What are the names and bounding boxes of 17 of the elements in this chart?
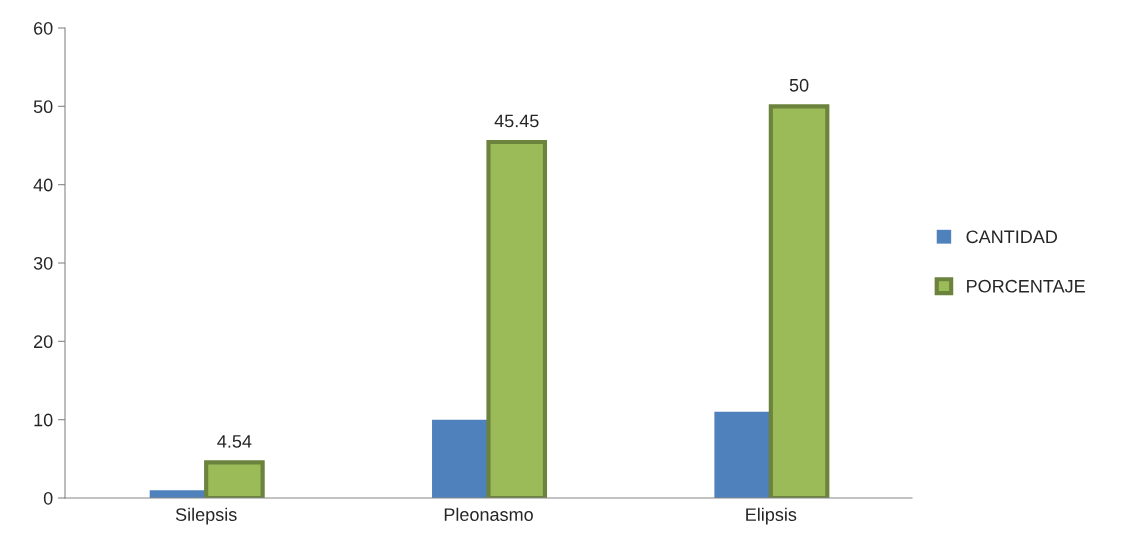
data-label: 45.45 — [494, 114, 539, 128]
x-tick-label: Silepsis — [175, 507, 237, 525]
x-tick-label: Elipsis — [746, 507, 797, 525]
y-tick-label: 40 — [33, 178, 53, 192]
y-tick-label: 30 — [33, 256, 53, 270]
bar — [432, 419, 489, 498]
x-tick-label: Pleonasmo — [444, 507, 533, 521]
legend-label: PORCENTAJE — [967, 279, 1085, 293]
legend-label: CANTIDAD — [966, 230, 1058, 244]
bar — [714, 411, 771, 498]
y-tick-label: 50 — [33, 100, 53, 114]
y-tick-label: 0 — [43, 491, 53, 505]
y-tick-label: 60 — [34, 21, 53, 35]
y-tick-label: 10 — [34, 413, 53, 427]
data-label: 50 — [789, 78, 809, 92]
data-label: 4.54 — [217, 435, 252, 448]
y-tick-label: 20 — [34, 335, 53, 349]
